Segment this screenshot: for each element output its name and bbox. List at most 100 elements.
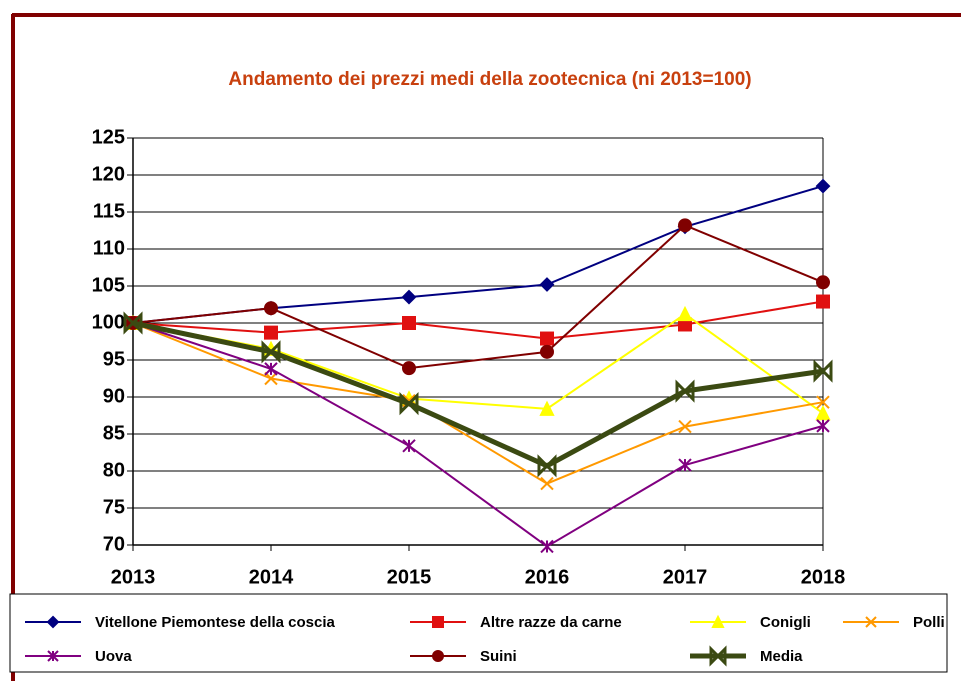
marker-part: [677, 305, 693, 322]
y-tick-label: 125: [92, 126, 125, 148]
y-tick-label: 70: [103, 533, 125, 555]
marker: [261, 340, 281, 364]
marker: [432, 650, 444, 662]
series-line: [132, 322, 824, 485]
marker-part: [540, 476, 554, 491]
x-tick-label: 2015: [387, 566, 432, 588]
marker-part: [675, 379, 695, 403]
marker: [539, 400, 555, 416]
marker: [264, 325, 278, 340]
marker-part: [813, 359, 833, 383]
marker-part: [264, 325, 278, 340]
marker: [816, 275, 830, 290]
marker-part: [816, 294, 830, 309]
marker-part: [678, 419, 692, 434]
marker-part: [865, 616, 877, 628]
marker: [678, 419, 692, 434]
y-tick-label: 75: [103, 496, 125, 518]
marker-part: [540, 331, 554, 346]
x-tick-label: 2016: [525, 566, 570, 588]
marker-part: [815, 405, 831, 421]
x-tick-label: 2017: [663, 566, 708, 588]
series-line: [132, 320, 824, 469]
y-tick-label: 100: [92, 311, 125, 333]
marker-part: [709, 645, 727, 667]
marker: [47, 650, 59, 662]
y-tick-label: 85: [103, 422, 125, 444]
marker: [264, 371, 278, 386]
marker-part: [123, 311, 143, 335]
marker: [399, 392, 419, 416]
marker: [815, 405, 831, 421]
chart-title: Andamento dei prezzi medi della zootecni…: [228, 69, 751, 90]
marker: [540, 344, 554, 359]
marker-part: [432, 616, 444, 628]
marker-part: [432, 650, 444, 662]
marker-part: [46, 615, 60, 629]
marker-part: [816, 395, 830, 409]
marker-part: [399, 392, 419, 416]
x-tick-label: 2018: [801, 566, 846, 588]
y-tick-label: 105: [92, 274, 125, 296]
marker-part: [815, 178, 831, 194]
marker: [865, 616, 877, 628]
marker: [46, 615, 60, 629]
legend-label: Suini: [480, 648, 517, 665]
marker-part: [261, 340, 281, 364]
marker: [537, 454, 557, 478]
legend-label: Altre razze da carne: [480, 614, 622, 631]
y-tick-label: 95: [103, 348, 125, 370]
marker-part: [402, 361, 416, 376]
marker: [432, 616, 444, 628]
marker: [711, 614, 725, 628]
marker: [678, 458, 692, 472]
marker: [264, 301, 278, 316]
marker: [540, 539, 554, 554]
marker: [540, 331, 554, 346]
marker: [815, 178, 831, 194]
x-tick-label: 2014: [249, 566, 294, 588]
x-tick-label: 2013: [111, 566, 156, 588]
marker-part: [816, 275, 830, 290]
marker-part: [402, 316, 416, 330]
marker: [402, 316, 416, 330]
marker: [401, 289, 417, 305]
series-line: [132, 224, 824, 370]
legend: [9, 593, 948, 673]
marker: [816, 419, 830, 433]
marker: [813, 359, 833, 383]
y-tick-label: 115: [93, 200, 125, 222]
marker-part: [678, 218, 692, 233]
marker: [264, 362, 278, 376]
legend-label: Uova: [95, 648, 132, 665]
marker-part: [264, 371, 278, 386]
marker-part: [540, 344, 554, 359]
marker-part: [401, 289, 417, 305]
y-tick-label: 120: [92, 163, 125, 185]
marker-part: [264, 301, 278, 316]
marker-part: [539, 400, 555, 416]
y-tick-label: 90: [103, 385, 125, 407]
marker: [540, 476, 554, 491]
marker-part: [711, 614, 725, 628]
series-line: [132, 300, 824, 340]
marker: [709, 645, 727, 667]
marker: [816, 294, 830, 309]
marker: [402, 361, 416, 376]
marker: [678, 218, 692, 233]
legend-label: Conigli: [760, 614, 811, 631]
marker: [539, 277, 555, 292]
legend-label: Polli: [913, 614, 945, 631]
legend-label: Media: [760, 648, 803, 665]
y-tick-label: 110: [93, 237, 125, 259]
marker: [677, 305, 693, 322]
marker: [123, 311, 143, 335]
marker: [402, 439, 416, 453]
marker-part: [537, 454, 557, 478]
series-line: [132, 322, 824, 548]
marker: [816, 395, 830, 409]
marker-part: [539, 277, 555, 292]
y-tick-label: 80: [103, 459, 125, 481]
